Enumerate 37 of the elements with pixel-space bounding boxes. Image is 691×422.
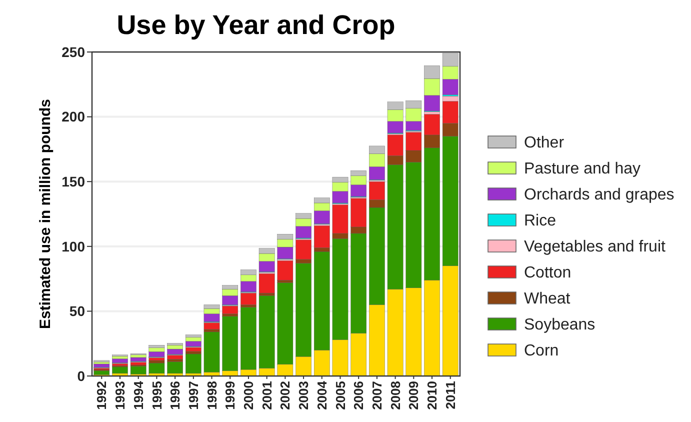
x-tick-label: 1994 xyxy=(130,380,146,410)
x-tick-label: 2001 xyxy=(259,381,274,410)
y-tick-label: 150 xyxy=(62,174,86,190)
chart-title: Use by Year and Crop xyxy=(116,10,396,40)
legend-label: Soybeans xyxy=(524,316,596,334)
x-tick-label: 2009 xyxy=(406,381,422,410)
x-tick-label: 2004 xyxy=(314,380,330,410)
x-tick-label: 2006 xyxy=(351,381,366,410)
x-tick-label: 2005 xyxy=(332,381,348,410)
x-tick-label: 1996 xyxy=(168,381,183,410)
y-tick-label: 200 xyxy=(62,108,86,125)
legend-label: Corn xyxy=(524,342,559,360)
x-tick-label: 1992 xyxy=(94,381,110,410)
x-tick-label: 2002 xyxy=(278,381,293,410)
legend-label: Cotton xyxy=(524,264,572,282)
x-tick-label: 2011 xyxy=(442,381,458,410)
x-tick-label: 2000 xyxy=(241,381,256,410)
x-tick-label: 1998 xyxy=(204,381,220,410)
y-axis-title: Estimated use in million pounds xyxy=(37,98,54,330)
legend-label: Orchards and grapes xyxy=(524,186,674,204)
x-tick-label: 1993 xyxy=(112,381,128,410)
legend-label: Wheat xyxy=(524,290,571,308)
x-tick-label: 1997 xyxy=(186,381,201,410)
x-tick-label: 2003 xyxy=(296,381,312,410)
x-tick-label: 2007 xyxy=(370,381,384,410)
x-tick-label: 2008 xyxy=(388,381,403,410)
legend-label: Rice xyxy=(524,212,556,230)
legend-label: Pasture and hay xyxy=(524,160,641,178)
y-tick-label: 100 xyxy=(62,238,86,254)
y-tick-label: 0 xyxy=(77,368,86,384)
x-tick-label: 1999 xyxy=(222,381,238,410)
y-tick-label: 50 xyxy=(69,303,86,320)
legend-label: Vegetables and fruit xyxy=(524,238,666,256)
x-tick-label: 1995 xyxy=(149,381,164,410)
x-tick-label: 2010 xyxy=(424,381,440,410)
y-tick-label: 250 xyxy=(62,44,86,60)
legend-label: Other xyxy=(524,134,565,152)
